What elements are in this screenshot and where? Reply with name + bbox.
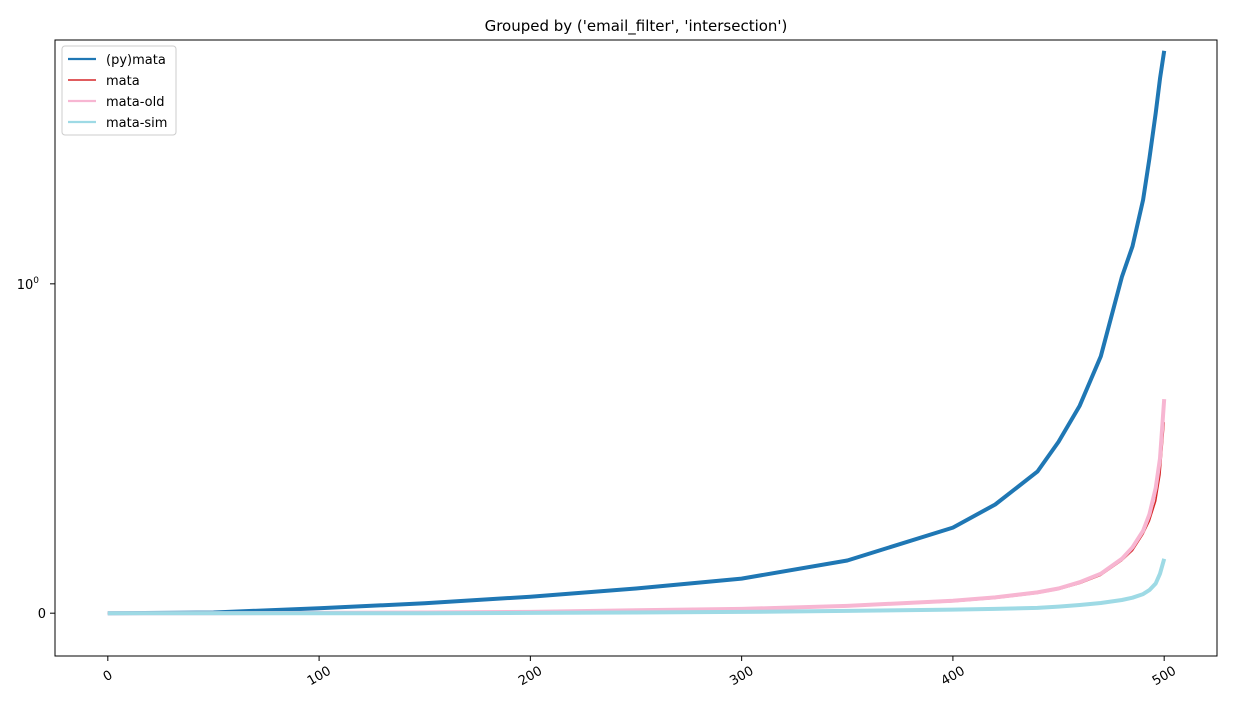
series-line-3	[107, 558, 1167, 616]
x-tick-label: 500	[1150, 664, 1179, 689]
series-line-1	[107, 422, 1165, 614]
y-axis: 0 100	[17, 276, 55, 622]
chart-title: Grouped by ('email_filter', 'intersectio…	[485, 17, 788, 36]
x-tick-label: 300	[727, 664, 756, 689]
y-tick-label: 100	[17, 276, 40, 293]
legend: (py)mata mata mata-old mata-sim	[61, 45, 177, 136]
x-tick-label: 0	[101, 668, 116, 685]
series-line-0	[107, 50, 1167, 616]
legend-label: mata-sim	[106, 116, 167, 131]
legend-box	[61, 45, 177, 136]
plot-area	[107, 50, 1167, 616]
x-tick-label: 200	[516, 664, 545, 689]
series-line-2	[107, 398, 1167, 616]
legend-label: mata-old	[106, 95, 164, 110]
legend-label: mata	[106, 74, 140, 89]
y-tick-label: 0	[38, 607, 46, 622]
x-tick-label: 100	[305, 664, 334, 689]
axes-frame	[54, 39, 1218, 657]
legend-label: (py)mata	[106, 53, 166, 68]
x-axis: 0 100 200 300 400 500	[101, 656, 1179, 689]
x-tick-label: 400	[939, 664, 968, 689]
